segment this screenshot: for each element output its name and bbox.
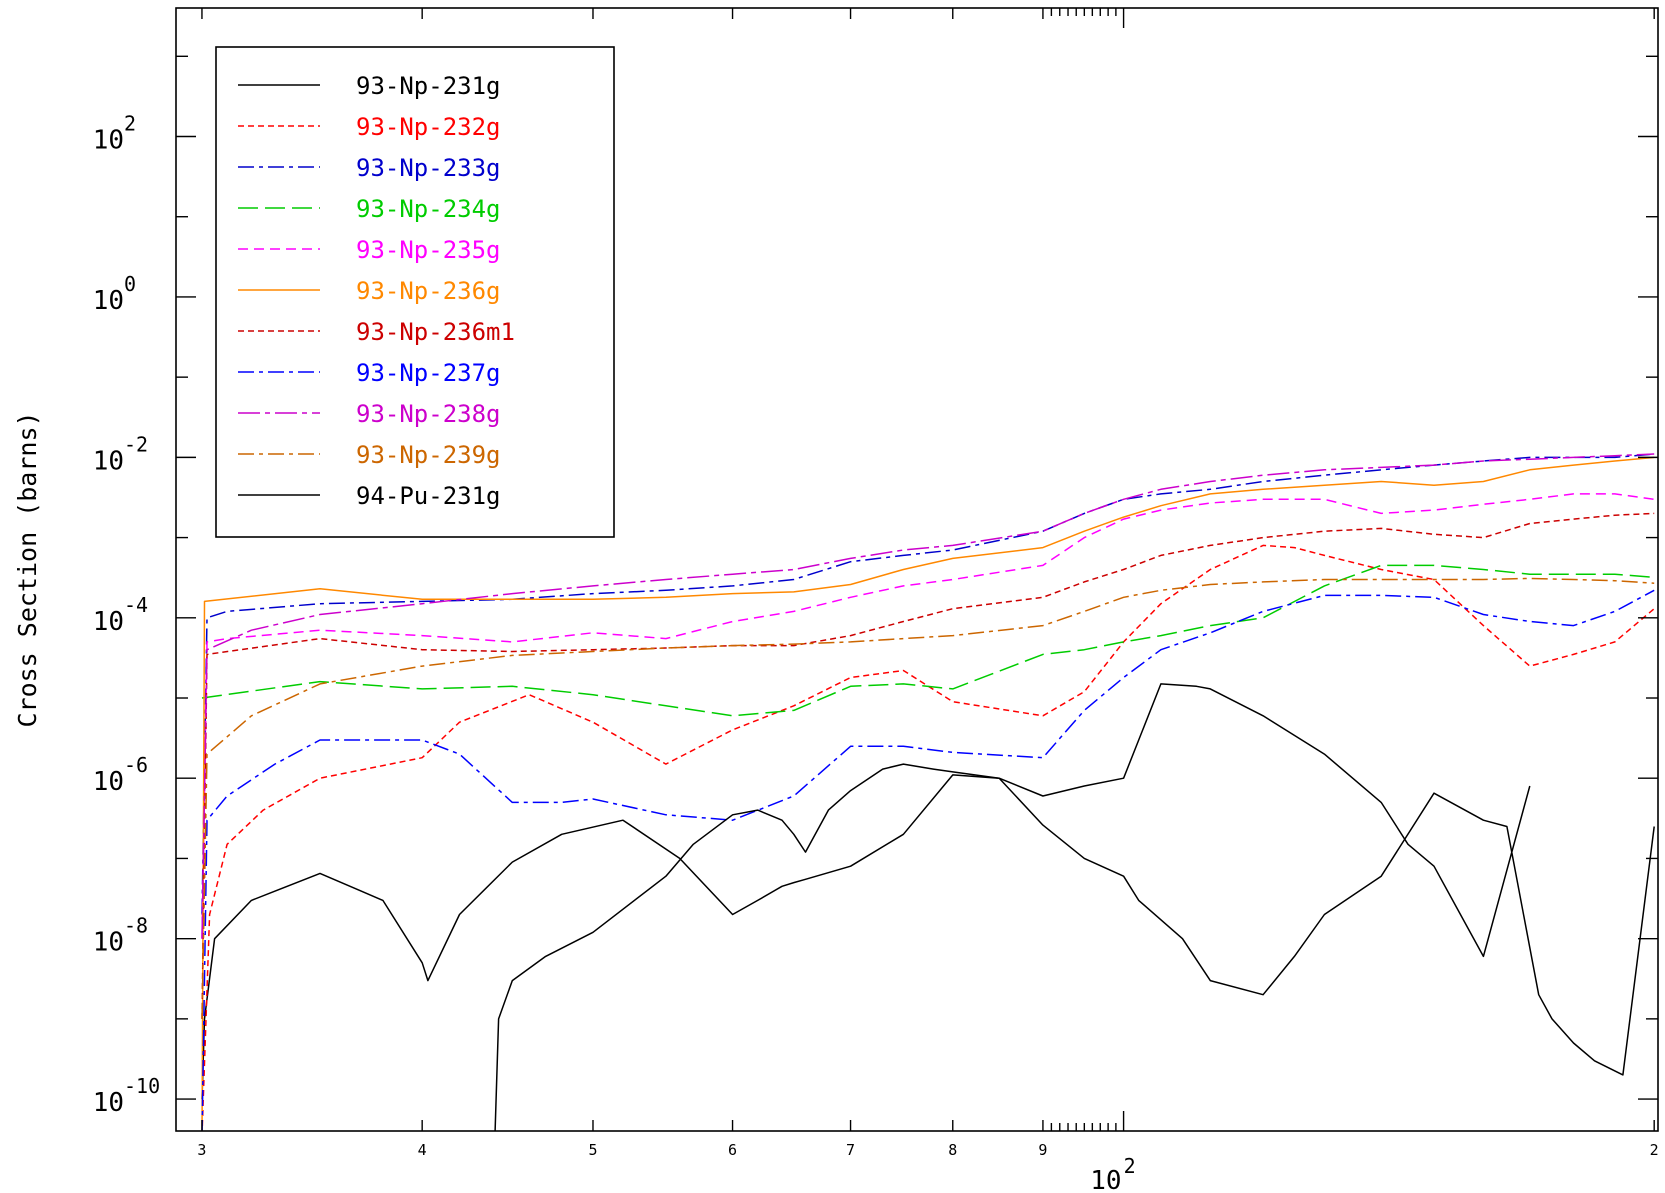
- series-line-7: [201, 589, 1655, 1131]
- y-axis-title: Cross Section (barns): [13, 411, 42, 727]
- y-decade-exp-0: -10: [124, 1074, 160, 1098]
- legend: 93-Np-231g 93-Np-232g 93-Np-233g 93-Np-234g…: [215, 46, 615, 538]
- x-tick-label-0: 3: [197, 1141, 206, 1159]
- y-decade-exp-6: 2: [124, 112, 136, 136]
- x-decade-label-0: 10: [1090, 1166, 1121, 1193]
- legend-label-4: 93-Np-235g: [356, 236, 501, 264]
- series-line-8: [201, 453, 1655, 939]
- plot-frame: [175, 7, 1659, 1132]
- y-decade-exp-5: 0: [124, 272, 136, 296]
- y-decade-label-6: 10: [93, 126, 124, 156]
- y-decade-exp-3: -4: [124, 593, 148, 617]
- series-line-1: [201, 544, 1655, 1131]
- y-decade-exp-2: -6: [124, 753, 148, 777]
- legend-label-5: 93-Np-236g: [356, 277, 501, 305]
- series-line-0: [201, 774, 1655, 1100]
- x-tick-label-5: 8: [948, 1141, 957, 1159]
- y-decade-label-5: 10: [93, 286, 124, 316]
- y-decade-label-4: 10: [93, 446, 124, 476]
- series-line-4: [201, 493, 1655, 939]
- legend-box: [215, 46, 615, 538]
- y-decade-label-0: 10: [93, 1088, 124, 1118]
- x-tick-label-3: 6: [728, 1141, 737, 1159]
- x-tick-label-2: 5: [588, 1141, 597, 1159]
- x-tick-label-6: 9: [1038, 1141, 1047, 1159]
- y-decade-label-2: 10: [93, 767, 124, 797]
- legend-label-6: 93-Np-236m1: [356, 318, 515, 346]
- legend-label-8: 93-Np-238g: [356, 400, 501, 428]
- legend-label-9: 93-Np-239g: [356, 441, 501, 469]
- x-tick-label-1: 4: [418, 1141, 427, 1159]
- legend-label-0: 93-Np-231g: [356, 72, 501, 100]
- series-line-6: [201, 512, 1655, 1019]
- x-tick-label-7: 2: [1650, 1141, 1659, 1159]
- legend-label-3: 93-Np-234g: [356, 195, 501, 223]
- y-decade-exp-1: -8: [124, 914, 148, 938]
- y-decade-label-3: 10: [93, 607, 124, 637]
- legend-label-10: 94-Pu-231g: [356, 482, 501, 510]
- series-line-10: [494, 683, 1531, 1131]
- y-decade-exp-4: -2: [124, 432, 148, 456]
- x-tick-label-4: 7: [846, 1141, 855, 1159]
- y-decade-label-1: 10: [93, 928, 124, 958]
- legend-label-2: 93-Np-233g: [356, 154, 501, 182]
- axis-ticks: [176, 8, 1658, 1131]
- series-line-3: [201, 564, 1655, 717]
- legend-label-7: 93-Np-237g: [356, 359, 501, 387]
- x-decade-exp-0: 2: [1124, 1154, 1136, 1178]
- series-layer: [201, 453, 1655, 1131]
- series-line-9: [201, 577, 1655, 1019]
- series-line-5: [201, 456, 1655, 1131]
- legend-label-1: 93-Np-232g: [356, 113, 501, 141]
